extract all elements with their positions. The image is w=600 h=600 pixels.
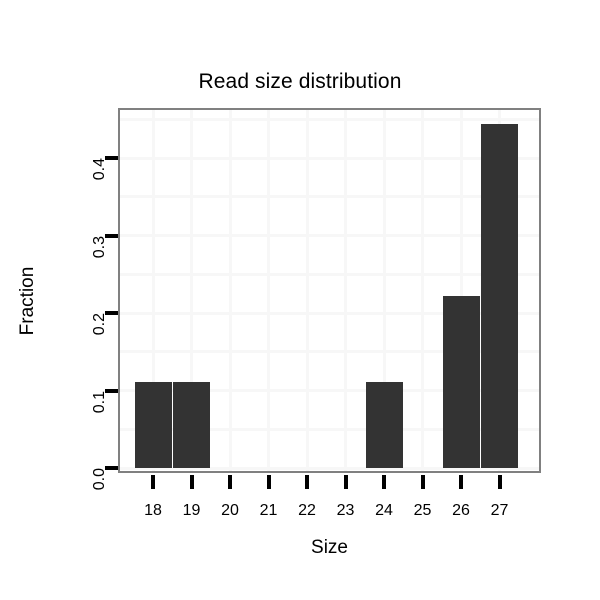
x-axis-tick-label: 18 [144,502,162,519]
gridline-vertical [190,110,193,471]
x-axis-tick-label: 22 [298,502,316,519]
x-axis-tick [305,475,309,489]
y-axis-tick [105,466,118,470]
x-axis-tick [189,475,194,489]
gridline-vertical [228,110,232,471]
gridline-horizontal [120,466,539,470]
gridline-vertical [382,110,386,471]
gridline-horizontal [120,389,539,392]
x-axis-tick-label: 24 [375,502,393,519]
y-axis-tick [105,233,118,238]
y-axis-tick [105,388,118,393]
x-axis-tick [459,475,463,489]
gridline-vertical [151,110,155,471]
x-axis-tick-label: 27 [490,502,509,519]
x-axis-tick-label: 25 [413,502,432,519]
bar-18 [134,381,172,468]
y-axis-tick [105,311,118,315]
x-axis-tick [343,475,348,489]
gridline-horizontal [120,350,539,354]
y-axis-title: Fraction [17,266,38,336]
x-axis-tick-label: 20 [221,502,239,519]
bar-26 [442,295,480,468]
y-axis-tick-label: 0.4 [91,158,108,181]
bar-19 [173,381,210,468]
x-axis-tick [151,475,155,489]
plot-panel [118,108,541,473]
y-axis-tick [105,156,118,160]
x-axis-tick-label: 23 [336,502,355,519]
x-axis-title: Size [311,537,348,558]
x-axis-tick-label: 19 [182,502,201,519]
bar-24 [365,381,403,468]
x-axis-tick [420,475,425,489]
gridline-vertical [421,110,424,471]
gridline-vertical [305,110,309,471]
gridline-vertical [459,110,463,471]
gridline-horizontal [120,311,539,315]
x-axis-tick [497,475,502,489]
gridline-horizontal [120,117,539,121]
plot-area [120,110,539,471]
x-axis-tick [266,475,271,489]
y-axis-tick-label: 0.2 [91,313,108,336]
gridline-horizontal [120,156,539,160]
gridline-vertical [267,110,270,471]
y-axis-tick-label: 0.3 [91,235,108,258]
gridline-horizontal [120,427,539,431]
x-axis-tick [382,475,386,489]
y-axis-tick-label: 0.0 [91,468,108,491]
gridline-horizontal [120,195,539,199]
x-axis-tick-label: 26 [452,502,470,519]
gridline-horizontal [120,234,539,237]
x-axis-tick [228,475,232,489]
bar-27 [481,123,518,468]
x-axis-tick-label: 21 [259,502,278,519]
chart-title: Read size distribution [198,70,402,93]
y-axis-tick-label: 0.1 [91,390,108,413]
gridline-horizontal [120,272,539,276]
gridline-vertical [344,110,347,471]
